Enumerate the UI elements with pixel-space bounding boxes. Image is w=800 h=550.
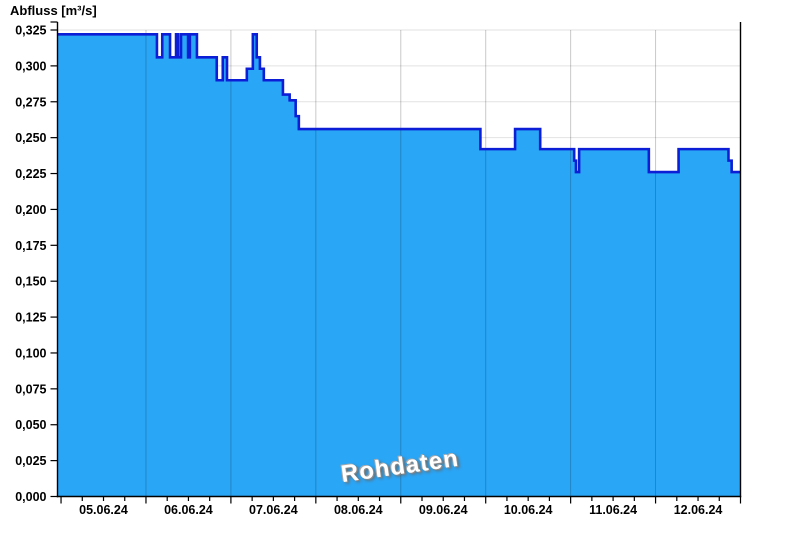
- x-tick-label: 06.06.24: [164, 503, 213, 517]
- y-tick-label: 0,125: [15, 311, 46, 325]
- discharge-area-fill: [57, 34, 741, 497]
- y-tick-label: 0,025: [15, 454, 46, 468]
- chart-title: Abfluss [m³/s]: [10, 3, 97, 18]
- y-tick-label: 0,250: [15, 131, 46, 145]
- y-tick-label: 0,100: [15, 346, 46, 360]
- y-tick-label: 0,275: [15, 95, 46, 109]
- y-tick-label: 0,150: [15, 275, 46, 289]
- y-tick-label: 0,325: [15, 24, 46, 38]
- x-tick-label: 11.06.24: [589, 503, 637, 517]
- x-tick-label: 09.06.24: [419, 503, 468, 517]
- x-tick-label: 05.06.24: [79, 503, 128, 517]
- y-tick-label: 0,300: [15, 59, 46, 73]
- y-tick-label: 0,225: [15, 167, 46, 181]
- y-tick-label: 0,000: [15, 490, 46, 504]
- x-tick-label: 12.06.24: [674, 503, 723, 517]
- y-tick-label: 0,050: [15, 418, 46, 432]
- y-tick-label: 0,200: [15, 203, 46, 217]
- x-tick-label: 10.06.24: [504, 503, 553, 517]
- x-tick-label: 07.06.24: [249, 503, 298, 517]
- discharge-line: [57, 33, 741, 174]
- x-tick-label: 08.06.24: [334, 503, 383, 517]
- y-tick-label: 0,175: [15, 239, 46, 253]
- y-tick-label: 0,075: [15, 382, 46, 396]
